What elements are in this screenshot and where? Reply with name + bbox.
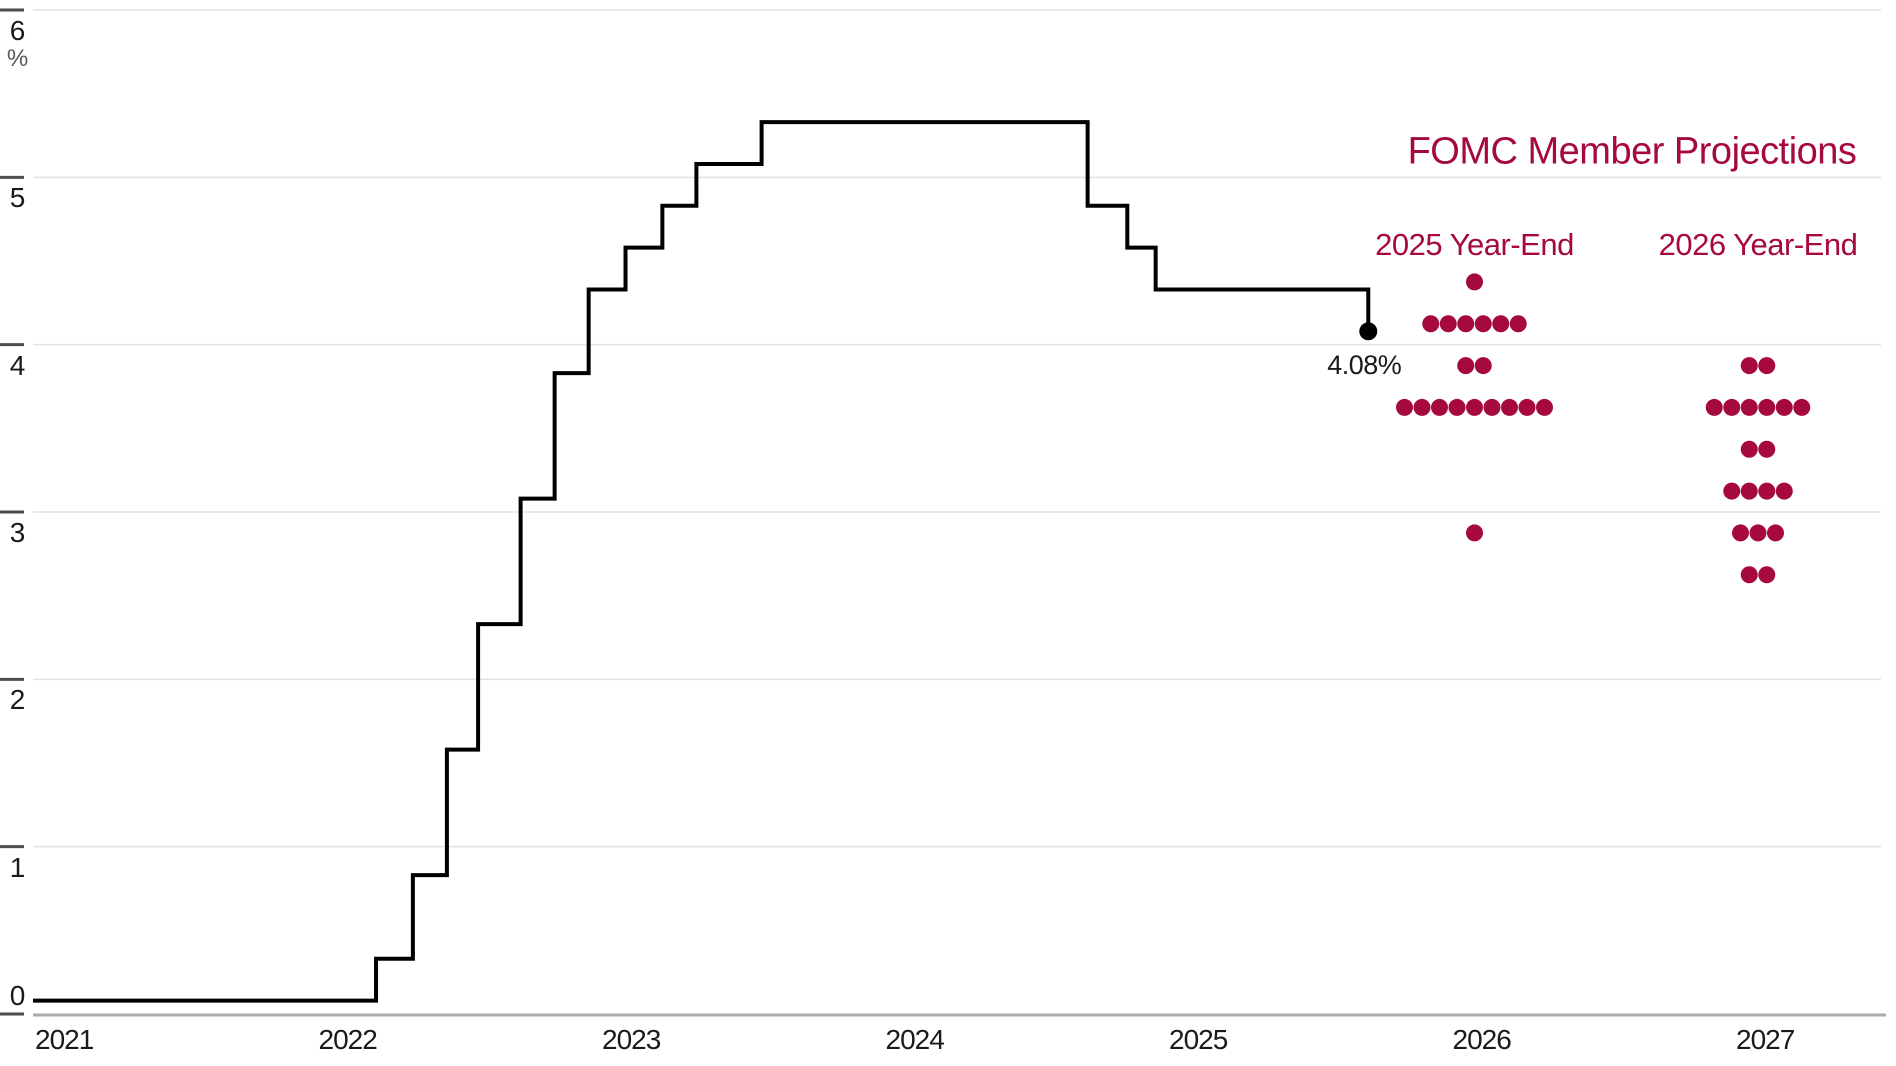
y-axis-unit-label: % <box>6 45 28 73</box>
projection-dot <box>1431 398 1448 416</box>
series-end-dot <box>1359 322 1378 341</box>
projection-dot <box>1492 315 1510 333</box>
projection-dot <box>1723 482 1741 500</box>
projection-dot <box>1474 357 1492 375</box>
y-tick-label: 4 <box>9 349 26 381</box>
projection-dot <box>1501 398 1518 416</box>
projection-dot <box>1723 398 1741 416</box>
projection-dot <box>1422 315 1440 333</box>
projection-dot <box>1749 524 1767 542</box>
projection-dot <box>1793 398 1811 416</box>
projection-dot <box>1775 398 1793 416</box>
x-tick-label: 2024 <box>885 1024 945 1055</box>
x-tick-label: 2026 <box>1452 1024 1512 1055</box>
projection-dot <box>1396 398 1413 416</box>
y-tick-label: 1 <box>9 851 26 883</box>
projection-dot <box>1474 315 1492 333</box>
x-tick-label: 2023 <box>602 1024 661 1055</box>
projection-dot <box>1509 315 1527 333</box>
y-tick-label: 0 <box>9 980 26 1011</box>
projection-dot <box>1448 398 1466 416</box>
x-tick-label: 2021 <box>35 1024 94 1055</box>
x-tick-label: 2025 <box>1169 1024 1228 1055</box>
projection-dot <box>1457 357 1475 375</box>
y-tick-label: 6 <box>9 15 26 47</box>
projection-dot <box>1740 398 1758 416</box>
projection-dot <box>1732 524 1749 542</box>
projection-dot <box>1483 398 1501 416</box>
chart-title: FOMC Member Projections <box>1407 130 1857 173</box>
projection-dot <box>1466 398 1483 416</box>
projection-dot <box>1740 440 1758 458</box>
projection-dot <box>1740 566 1758 584</box>
projection-dot <box>1758 357 1776 375</box>
projection-dot <box>1758 440 1776 458</box>
projection-dot <box>1758 566 1776 584</box>
projection-dot <box>1536 398 1553 416</box>
projection-dot <box>1740 482 1758 500</box>
dot-plot-header-2026-year-end: 2026 Year-End <box>1658 227 1858 262</box>
y-tick-label: 2 <box>9 684 26 716</box>
projection-dot <box>1740 357 1758 375</box>
y-tick-label: 3 <box>9 517 26 548</box>
y-tick-label: 5 <box>9 182 26 214</box>
x-tick-label: 2027 <box>1736 1024 1795 1055</box>
dot-plot-header-2025-year-end: 2025 Year-End <box>1375 227 1574 262</box>
projection-dot <box>1758 398 1776 416</box>
projection-dot <box>1758 482 1776 500</box>
projection-dot <box>1413 398 1431 416</box>
projection-dot <box>1767 524 1784 542</box>
projection-dot <box>1705 398 1723 416</box>
projection-dot <box>1457 315 1475 333</box>
x-tick-label: 2022 <box>318 1024 378 1055</box>
fed-funds-step-line <box>33 120 1371 1003</box>
projection-dot <box>1518 398 1536 416</box>
projection-dot <box>1775 482 1793 500</box>
projection-dot <box>1439 315 1457 333</box>
projection-dot <box>1466 524 1483 542</box>
projection-dot <box>1466 273 1483 291</box>
rate-end-value-label: 4.08% <box>1327 350 1402 381</box>
